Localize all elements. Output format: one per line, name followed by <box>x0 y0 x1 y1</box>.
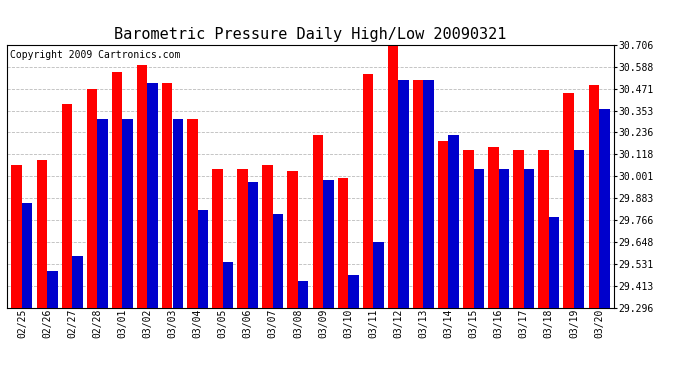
Bar <box>524 169 534 308</box>
Bar <box>398 80 409 308</box>
Text: Copyright 2009 Cartronics.com: Copyright 2009 Cartronics.com <box>10 50 180 60</box>
Bar <box>37 160 47 308</box>
Bar <box>363 74 373 308</box>
Bar <box>448 135 459 308</box>
Bar <box>488 147 499 308</box>
Bar <box>137 65 148 308</box>
Bar <box>61 104 72 308</box>
Bar <box>513 150 524 308</box>
Bar <box>589 85 599 308</box>
Bar <box>248 182 258 308</box>
Bar <box>599 110 609 308</box>
Bar <box>438 141 449 308</box>
Bar <box>97 119 108 308</box>
Bar <box>72 256 83 307</box>
Bar <box>212 169 223 308</box>
Bar <box>388 46 398 308</box>
Bar <box>549 217 560 308</box>
Bar <box>538 150 549 308</box>
Bar <box>574 150 584 308</box>
Bar <box>463 150 473 308</box>
Bar <box>424 80 434 308</box>
Bar <box>337 178 348 308</box>
Bar <box>313 135 323 308</box>
Bar <box>288 171 298 308</box>
Bar <box>223 262 233 308</box>
Bar <box>187 119 197 308</box>
Bar <box>373 242 384 308</box>
Bar <box>172 119 183 308</box>
Bar <box>262 165 273 308</box>
Bar <box>473 169 484 308</box>
Bar <box>112 72 122 308</box>
Bar <box>348 275 359 308</box>
Bar <box>499 169 509 308</box>
Bar <box>162 83 172 308</box>
Bar <box>12 165 22 308</box>
Bar <box>298 281 308 308</box>
Bar <box>237 169 248 308</box>
Bar <box>22 202 32 308</box>
Bar <box>148 83 158 308</box>
Bar <box>122 119 133 308</box>
Bar <box>47 272 57 308</box>
Title: Barometric Pressure Daily High/Low 20090321: Barometric Pressure Daily High/Low 20090… <box>115 27 506 42</box>
Bar <box>564 93 574 308</box>
Bar <box>87 89 97 308</box>
Bar <box>413 80 424 308</box>
Bar <box>323 180 333 308</box>
Bar <box>273 214 284 308</box>
Bar <box>197 210 208 308</box>
